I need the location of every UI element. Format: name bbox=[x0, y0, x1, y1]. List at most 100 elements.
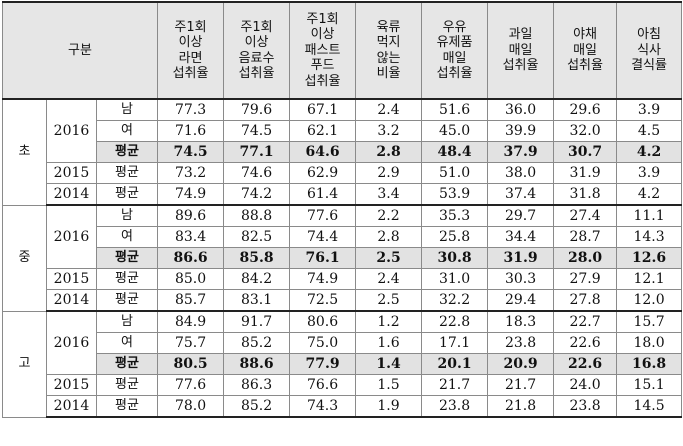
category-cell: 여 bbox=[95, 332, 159, 354]
value-cell: 32.2 bbox=[421, 289, 489, 312]
year-cell: 2015 bbox=[46, 268, 97, 290]
value-cell: 30.7 bbox=[553, 141, 618, 163]
value-cell: 35.3 bbox=[421, 204, 489, 227]
category-cell: 여 bbox=[95, 226, 159, 248]
value-cell: 2.4 bbox=[355, 268, 423, 290]
value-cell: 4.5 bbox=[616, 120, 683, 142]
table-row: 2014 평균 74.9 74.2 61.4 3.4 53.9 37.4 31.8 4.2 bbox=[3, 183, 683, 206]
value-cell: 3.9 bbox=[616, 162, 683, 184]
value-cell: 34.4 bbox=[487, 226, 555, 248]
value-cell: 85.7 bbox=[157, 289, 225, 312]
value-cell: 29.6 bbox=[553, 98, 618, 121]
value-cell: 83.1 bbox=[223, 289, 291, 312]
value-cell: 4.2 bbox=[616, 183, 683, 206]
value-cell: 76.6 bbox=[289, 374, 357, 396]
category-cell: 남 bbox=[95, 204, 159, 227]
value-cell: 51.0 bbox=[421, 162, 489, 184]
header-fastfood: 주1회 이상 패스트 푸드 섭취율 bbox=[289, 1, 357, 100]
table-body: 초 2016 남 77.3 79.6 67.1 2.4 51.6 36.0 29.6 3.9 여 71.… bbox=[2, 98, 683, 418]
value-cell: 74.6 bbox=[223, 162, 291, 184]
value-cell: 22.6 bbox=[553, 353, 618, 375]
value-cell: 80.6 bbox=[289, 310, 357, 333]
category-cell: 평균 bbox=[95, 395, 159, 418]
table-row: 2015 평균 77.6 86.3 76.6 1.5 21.7 21.7 24.0 15.1 bbox=[3, 374, 683, 396]
value-cell: 22.7 bbox=[553, 310, 618, 333]
header-beverage: 주1회 이상 음료수 섭취율 bbox=[223, 1, 291, 100]
value-cell: 79.6 bbox=[223, 98, 291, 121]
header-group: 구분 bbox=[1, 1, 159, 100]
category-cell: 남 bbox=[95, 310, 159, 333]
value-cell: 84.9 bbox=[157, 310, 225, 333]
value-cell: 77.3 bbox=[157, 98, 225, 121]
school-level-cell: 중 bbox=[2, 204, 47, 312]
value-cell: 61.4 bbox=[289, 183, 357, 206]
category-cell: 평균 bbox=[95, 353, 159, 375]
value-cell: 31.0 bbox=[421, 268, 489, 290]
value-cell: 12.0 bbox=[616, 289, 683, 312]
year-cell: 2016 bbox=[46, 204, 97, 269]
school-level-cell: 고 bbox=[2, 310, 47, 418]
value-cell: 74.2 bbox=[223, 183, 291, 206]
value-cell: 2.5 bbox=[355, 247, 423, 269]
value-cell: 1.6 bbox=[355, 332, 423, 354]
table-row: 2015 평균 73.2 74.6 62.9 2.9 51.0 38.0 31.9 3.9 bbox=[3, 162, 683, 184]
value-cell: 2.8 bbox=[355, 141, 423, 163]
value-cell: 85.0 bbox=[157, 268, 225, 290]
value-cell: 12.6 bbox=[616, 247, 683, 269]
table-row: 평균 80.5 88.6 77.9 1.4 20.1 20.9 22.6 16.8 bbox=[3, 353, 683, 375]
value-cell: 18.3 bbox=[487, 310, 555, 333]
year-cell: 2015 bbox=[46, 162, 97, 184]
value-cell: 62.9 bbox=[289, 162, 357, 184]
value-cell: 64.6 bbox=[289, 141, 357, 163]
value-cell: 84.2 bbox=[223, 268, 291, 290]
value-cell: 1.2 bbox=[355, 310, 423, 333]
value-cell: 16.8 bbox=[616, 353, 683, 375]
table-row: 여 71.6 74.5 62.1 3.2 45.0 39.9 32.0 4.5 bbox=[3, 120, 683, 142]
table-row: 2014 평균 85.7 83.1 72.5 2.5 32.2 29.4 27.8 12.0 bbox=[3, 289, 683, 312]
value-cell: 20.1 bbox=[421, 353, 489, 375]
value-cell: 75.0 bbox=[289, 332, 357, 354]
value-cell: 14.5 bbox=[616, 395, 683, 418]
value-cell: 27.8 bbox=[553, 289, 618, 312]
value-cell: 76.1 bbox=[289, 247, 357, 269]
year-cell: 2014 bbox=[46, 183, 97, 206]
value-cell: 23.8 bbox=[421, 395, 489, 418]
value-cell: 51.6 bbox=[421, 98, 489, 121]
category-cell: 남 bbox=[95, 98, 159, 121]
nutrition-table: 구분 주1회 이상 라면 섭취율 주1회 이상 음료수 섭취율 주1회 이상 패… bbox=[1, 1, 683, 418]
value-cell: 3.2 bbox=[355, 120, 423, 142]
value-cell: 22.8 bbox=[421, 310, 489, 333]
value-cell: 2.5 bbox=[355, 289, 423, 312]
category-cell: 평균 bbox=[95, 183, 159, 206]
table-row: 중 2016 남 89.6 88.8 77.6 2.2 35.3 29.7 27.4 11.1 bbox=[2, 204, 683, 312]
value-cell: 80.5 bbox=[157, 353, 225, 375]
value-cell: 88.8 bbox=[223, 204, 291, 227]
value-cell: 36.0 bbox=[487, 98, 555, 121]
table-row: 2015 평균 85.0 84.2 74.9 2.4 31.0 30.3 27.9 12.1 bbox=[3, 268, 683, 290]
value-cell: 48.4 bbox=[421, 141, 489, 163]
value-cell: 15.7 bbox=[616, 310, 683, 333]
table-row: 고 2016 남 84.9 91.7 80.6 1.2 22.8 18.3 22.7 15.7 bbox=[2, 310, 683, 418]
value-cell: 30.8 bbox=[421, 247, 489, 269]
value-cell: 21.8 bbox=[487, 395, 555, 418]
value-cell: 85.2 bbox=[223, 332, 291, 354]
category-cell: 평균 bbox=[95, 247, 159, 269]
category-cell: 평균 bbox=[95, 289, 159, 312]
value-cell: 31.9 bbox=[487, 247, 555, 269]
value-cell: 72.5 bbox=[289, 289, 357, 312]
value-cell: 3.4 bbox=[355, 183, 423, 206]
value-cell: 15.1 bbox=[616, 374, 683, 396]
value-cell: 28.7 bbox=[553, 226, 618, 248]
value-cell: 17.1 bbox=[421, 332, 489, 354]
value-cell: 89.6 bbox=[157, 204, 225, 227]
value-cell: 91.7 bbox=[223, 310, 291, 333]
value-cell: 1.5 bbox=[355, 374, 423, 396]
table-row: 여 75.7 85.2 75.0 1.6 17.1 23.8 22.6 18.0 bbox=[3, 332, 683, 354]
value-cell: 11.1 bbox=[616, 204, 683, 227]
value-cell: 74.4 bbox=[289, 226, 357, 248]
value-cell: 71.6 bbox=[157, 120, 225, 142]
value-cell: 31.8 bbox=[553, 183, 618, 206]
value-cell: 74.9 bbox=[157, 183, 225, 206]
value-cell: 1.4 bbox=[355, 353, 423, 375]
